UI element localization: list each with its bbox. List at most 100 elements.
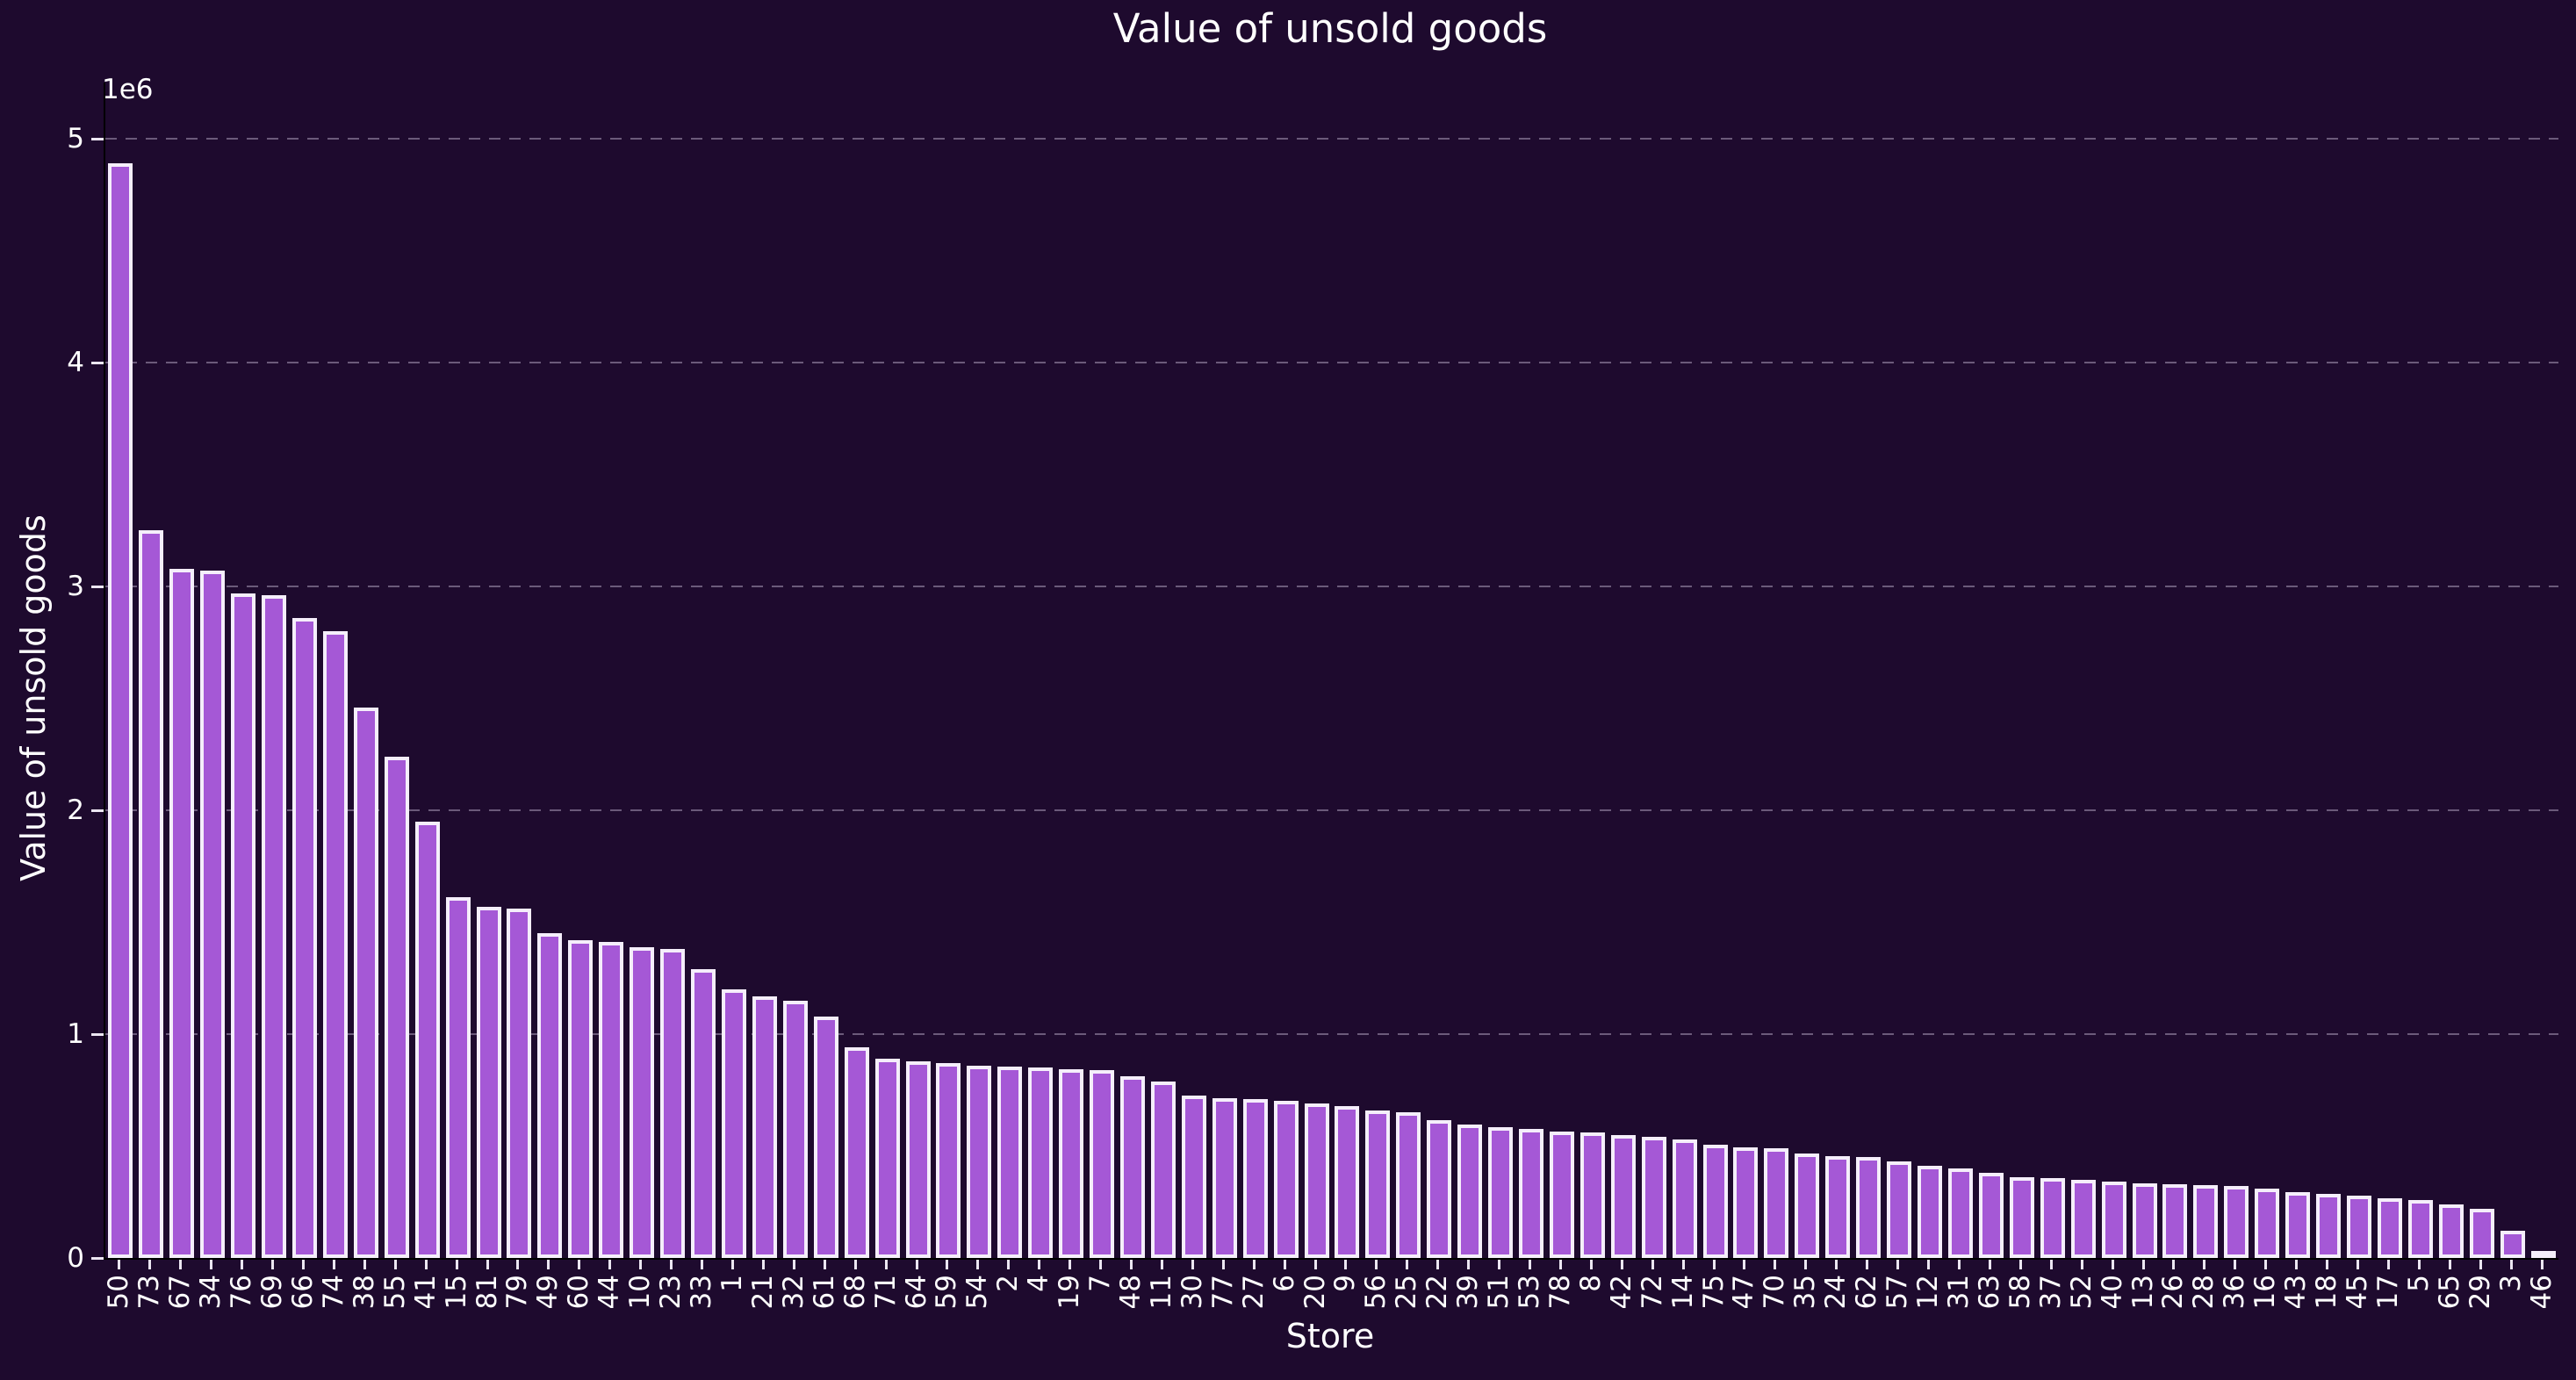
x-tick bbox=[792, 1260, 795, 1269]
bar-store-26 bbox=[2162, 1184, 2188, 1258]
x-tick-label: 23 bbox=[655, 1275, 687, 1310]
x-tick-label: 62 bbox=[1851, 1275, 1883, 1310]
x-tick bbox=[1436, 1260, 1440, 1269]
bar-store-60 bbox=[568, 940, 594, 1258]
x-tick-label: 46 bbox=[2525, 1275, 2558, 1310]
x-tick bbox=[1651, 1260, 1654, 1269]
y-tick bbox=[91, 586, 104, 588]
x-tick bbox=[1774, 1260, 1777, 1269]
y-tick bbox=[91, 1033, 104, 1036]
x-tick-label: 27 bbox=[1237, 1275, 1270, 1310]
x-tick-label: 33 bbox=[686, 1275, 718, 1310]
bar-store-21 bbox=[752, 996, 777, 1258]
x-tick bbox=[1221, 1260, 1225, 1269]
x-tick bbox=[118, 1260, 121, 1269]
x-tick-label: 20 bbox=[1299, 1275, 1331, 1310]
x-tick-label: 48 bbox=[1114, 1275, 1147, 1310]
bar-store-64 bbox=[905, 1061, 931, 1258]
x-tick bbox=[2172, 1260, 2176, 1269]
x-tick-label: 55 bbox=[378, 1275, 411, 1310]
x-tick bbox=[1375, 1260, 1378, 1269]
bar-store-34 bbox=[200, 571, 226, 1258]
x-tick-label: 31 bbox=[1942, 1275, 1975, 1310]
x-tick-label: 43 bbox=[2280, 1275, 2313, 1310]
x-tick-label: 70 bbox=[1759, 1275, 1791, 1310]
x-tick-label: 78 bbox=[1543, 1275, 1576, 1310]
bar-store-50 bbox=[108, 163, 133, 1258]
plot-area bbox=[104, 83, 2558, 1260]
bar-store-5 bbox=[2407, 1200, 2433, 1258]
x-tick bbox=[730, 1260, 734, 1269]
y-tick-label: 5 bbox=[67, 123, 84, 155]
x-tick bbox=[1467, 1260, 1471, 1269]
x-tick bbox=[2234, 1260, 2237, 1269]
x-tick-label: 69 bbox=[256, 1275, 289, 1310]
bar-store-4 bbox=[1028, 1067, 1054, 1258]
bar-store-1 bbox=[721, 989, 746, 1258]
bar-store-15 bbox=[445, 897, 471, 1258]
y-tick bbox=[91, 362, 104, 364]
x-tick bbox=[1589, 1260, 1593, 1269]
x-tick-label: 42 bbox=[1605, 1275, 1637, 1310]
bar-store-14 bbox=[1672, 1139, 1697, 1258]
x-tick bbox=[946, 1260, 949, 1269]
bar-store-29 bbox=[2469, 1209, 2494, 1258]
bar-store-41 bbox=[414, 822, 440, 1258]
bar-store-17 bbox=[2377, 1198, 2402, 1258]
x-tick bbox=[1896, 1260, 1900, 1269]
bar-store-12 bbox=[1918, 1166, 1943, 1258]
x-tick bbox=[2018, 1260, 2022, 1269]
bar-store-11 bbox=[1150, 1082, 1176, 1258]
bar-store-16 bbox=[2255, 1189, 2280, 1258]
x-tick-label: 58 bbox=[2004, 1275, 2036, 1310]
gridline-y-5 bbox=[105, 138, 2558, 140]
bar-store-10 bbox=[630, 947, 655, 1258]
y-axis-offset-label: 1e6 bbox=[102, 74, 154, 105]
y-tick bbox=[91, 809, 104, 812]
x-tick-label: 51 bbox=[1483, 1275, 1515, 1310]
gridline-y-3 bbox=[105, 586, 2558, 587]
bar-store-48 bbox=[1119, 1076, 1145, 1258]
x-tick-label: 14 bbox=[1666, 1275, 1699, 1310]
x-tick-label: 63 bbox=[1973, 1275, 2005, 1310]
bar-store-69 bbox=[262, 595, 287, 1258]
bar-store-49 bbox=[537, 933, 563, 1258]
x-tick-label: 61 bbox=[808, 1275, 840, 1310]
bar-store-63 bbox=[1978, 1173, 2004, 1258]
bar-store-52 bbox=[2070, 1180, 2096, 1258]
x-tick-label: 7 bbox=[1084, 1275, 1117, 1292]
x-tick bbox=[1129, 1260, 1133, 1269]
x-tick bbox=[148, 1260, 152, 1269]
x-tick bbox=[2141, 1260, 2145, 1269]
bar-store-72 bbox=[1641, 1137, 1666, 1258]
x-tick bbox=[853, 1260, 857, 1269]
bar-store-22 bbox=[1427, 1120, 1452, 1258]
x-tick bbox=[363, 1260, 366, 1269]
x-tick bbox=[1988, 1260, 1991, 1269]
x-tick-label: 30 bbox=[1176, 1275, 1208, 1310]
x-tick-label: 26 bbox=[2157, 1275, 2190, 1310]
x-tick-label: 53 bbox=[1514, 1275, 1545, 1310]
bar-store-77 bbox=[1212, 1098, 1237, 1258]
x-tick bbox=[2356, 1260, 2359, 1269]
x-tick-label: 28 bbox=[2188, 1275, 2220, 1310]
bar-store-35 bbox=[1795, 1154, 1820, 1258]
x-tick bbox=[2448, 1260, 2451, 1269]
bar-store-7 bbox=[1090, 1070, 1115, 1258]
x-tick-label: 13 bbox=[2126, 1275, 2159, 1310]
x-tick bbox=[1804, 1260, 1808, 1269]
x-tick bbox=[424, 1260, 428, 1269]
x-tick-label: 59 bbox=[931, 1275, 963, 1310]
bar-store-68 bbox=[844, 1047, 869, 1258]
x-tick bbox=[2509, 1260, 2513, 1269]
chart-title: Value of unsold goods bbox=[1112, 5, 1548, 52]
x-tick bbox=[1160, 1260, 1163, 1269]
y-tick-label: 1 bbox=[67, 1018, 84, 1050]
x-tick bbox=[976, 1260, 980, 1269]
x-tick-label: 25 bbox=[1391, 1275, 1423, 1310]
x-tick-label: 72 bbox=[1636, 1275, 1668, 1310]
x-tick bbox=[179, 1260, 183, 1269]
x-tick-label: 37 bbox=[2034, 1275, 2067, 1310]
x-tick-label: 68 bbox=[838, 1275, 871, 1310]
x-tick bbox=[332, 1260, 335, 1269]
